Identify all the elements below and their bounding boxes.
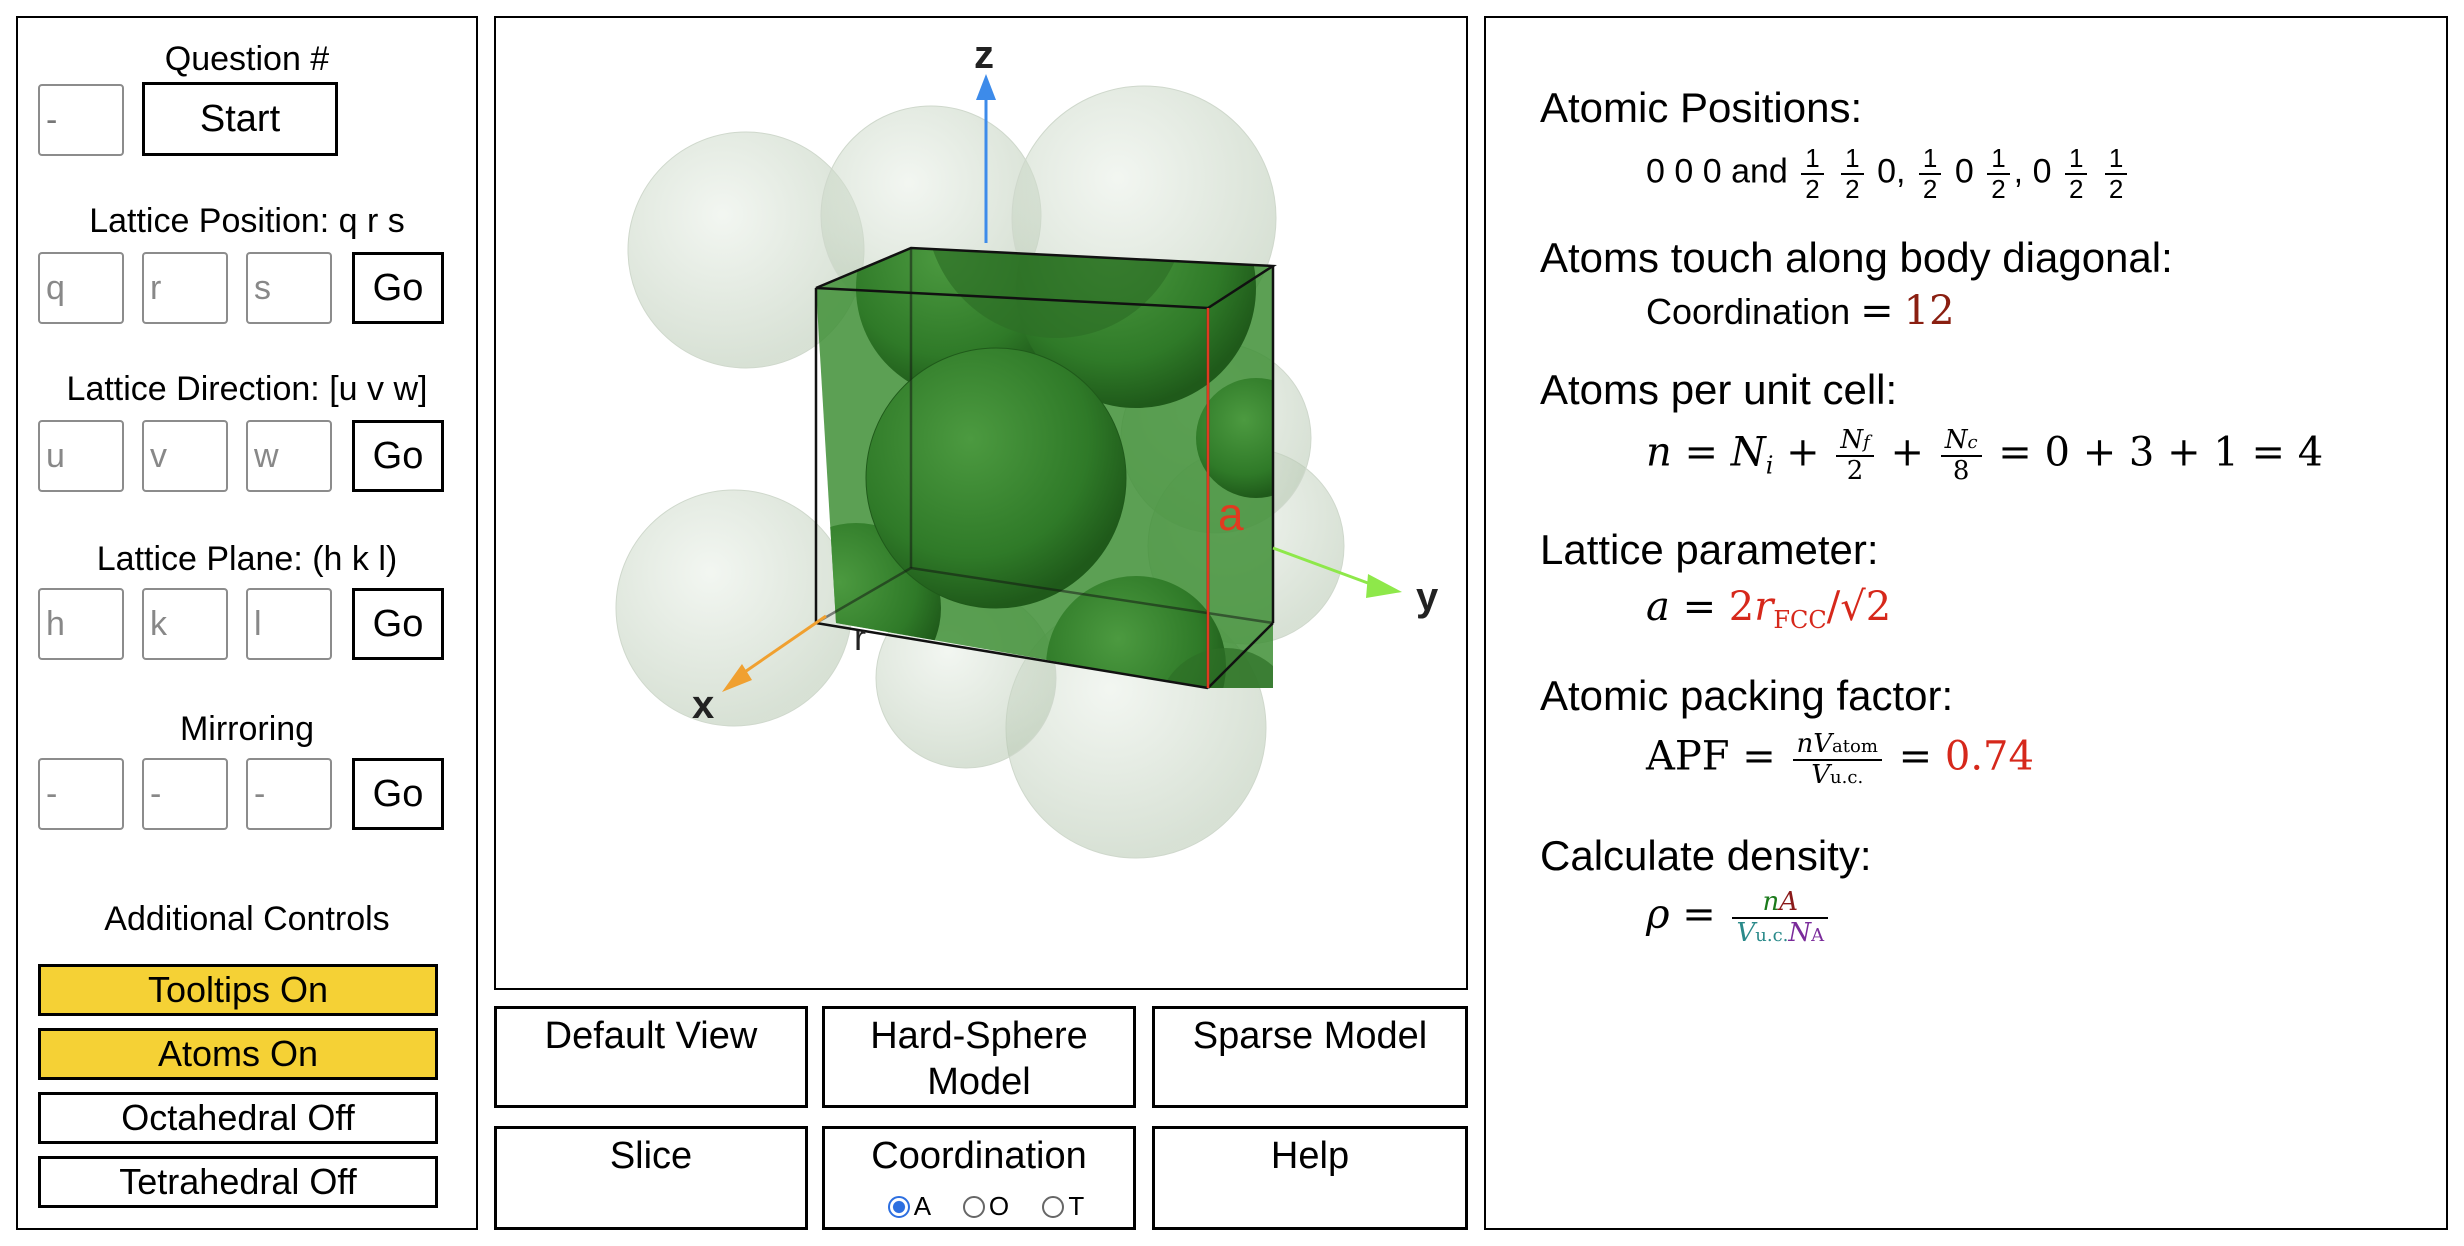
atoms-touch-title: Atoms touch along body diagonal:	[1540, 234, 2173, 281]
apf-equation: APF = nVatom Vu.c. = 0.74	[1646, 729, 2034, 790]
frac-nc-over-8: Nc 8	[1940, 426, 1982, 485]
frac-density: nA Vu.c.NA	[1732, 888, 1829, 947]
lattice-parameter-equation: a = 2rFCC/√2	[1646, 584, 1892, 634]
density-equation: ρ = nA Vu.c.NA	[1646, 888, 1832, 947]
lattice-direction-label: Lattice Direction: [u v w]	[66, 370, 428, 408]
atomic-positions-title: Atomic Positions:	[1540, 84, 1863, 131]
radio-atoms[interactable]	[887, 1196, 910, 1218]
atoms-toggle[interactable]: Atoms On	[38, 1028, 438, 1080]
octahedral-toggle[interactable]: Octahedral Off	[38, 1092, 438, 1144]
position-go-button[interactable]: Go	[352, 252, 444, 324]
x-axis-line	[735, 614, 827, 680]
hard-sphere-label-line1: Hard-Sphere	[870, 1015, 1088, 1057]
radio-octahedral[interactable]	[962, 1196, 985, 1218]
plane-l-input[interactable]	[246, 588, 332, 660]
atoms-per-cell-equation: n = Ni + Nf 2 + Nc 8 = 0 + 3 + 1 = 4	[1646, 425, 2324, 486]
mirror-1-input[interactable]	[38, 758, 124, 830]
z-axis-label: z	[974, 33, 994, 77]
frac-nf-over-2: Nf 2	[1836, 426, 1874, 485]
direction-v-input[interactable]	[142, 420, 228, 492]
question-label: Question #	[164, 40, 330, 78]
coordination-number: 12	[1903, 288, 1955, 334]
direction-w-input[interactable]	[246, 420, 332, 492]
radio-a-label: A	[913, 1191, 930, 1221]
coordination-radio-group: A O T	[825, 1183, 1133, 1229]
mirroring-go-button[interactable]: Go	[352, 758, 444, 830]
radius-label: r	[854, 617, 866, 658]
direction-go-button[interactable]: Go	[352, 420, 444, 492]
direction-u-input[interactable]	[38, 420, 124, 492]
coordination-label: Coordination	[871, 1135, 1087, 1177]
lattice-parameter-label: a	[1218, 488, 1244, 540]
unit-cell-3d-viewer[interactable]: z y x a r	[494, 16, 1468, 990]
help-button[interactable]: Help	[1152, 1126, 1468, 1230]
position-s-input[interactable]	[246, 252, 332, 324]
tetrahedral-toggle[interactable]: Tetrahedral Off	[38, 1156, 438, 1208]
coordination-text: Coordination	[1646, 291, 1851, 332]
plane-k-input[interactable]	[142, 588, 228, 660]
question-number-input[interactable]	[38, 84, 124, 156]
position-q-input[interactable]	[38, 252, 124, 324]
position-r-input[interactable]	[142, 252, 228, 324]
z-axis-arrow	[976, 74, 996, 100]
y-axis-line	[1272, 546, 1377, 588]
atoms-per-cell-title: Atoms per unit cell:	[1540, 366, 1898, 413]
sparse-model-button[interactable]: Sparse Model	[1152, 1006, 1468, 1108]
x-axis-arrow	[722, 664, 752, 692]
hard-sphere-label-line2: Model	[927, 1061, 1031, 1103]
apf-title: Atomic packing factor:	[1540, 672, 1954, 719]
lattice-plane-label: Lattice Plane: (h k l)	[96, 540, 398, 578]
atoms-per-cell-result: = 0 + 3 + 1 = 4	[1998, 429, 2324, 476]
additional-controls-label: Additional Controls	[104, 900, 390, 938]
control-panel: Question # Start Lattice Position: q r s…	[16, 16, 478, 1230]
frac-apf: nVatom Vu.c.	[1792, 730, 1882, 789]
apf-value: 0.74	[1944, 733, 2034, 780]
slice-button[interactable]: Slice	[494, 1126, 808, 1230]
density-title: Calculate density:	[1540, 832, 1872, 879]
radio-t-label: T	[1068, 1191, 1085, 1221]
positions-prefix: 0 0 0 and	[1646, 152, 1788, 191]
lattice-parameter-title: Lattice parameter:	[1540, 526, 1879, 573]
plane-h-input[interactable]	[38, 588, 124, 660]
hard-sphere-model-button[interactable]: Hard-Sphere Model	[822, 1006, 1136, 1108]
tooltips-toggle[interactable]: Tooltips On	[38, 964, 438, 1016]
mirror-2-input[interactable]	[142, 758, 228, 830]
radio-tetrahedral[interactable]	[1042, 1196, 1065, 1218]
lattice-position-label: Lattice Position: q r s	[89, 202, 405, 240]
coordination-line: Coordination = 12	[1646, 288, 1955, 334]
fcc-unit-cell-render[interactable]: z y x a r	[496, 18, 1466, 988]
mirror-3-input[interactable]	[246, 758, 332, 830]
solid-atoms	[816, 248, 1273, 688]
x-axis-label: x	[692, 683, 714, 727]
plane-go-button[interactable]: Go	[352, 588, 444, 660]
mirroring-label: Mirroring	[179, 710, 315, 748]
default-view-button[interactable]: Default View	[494, 1006, 808, 1108]
start-button[interactable]: Start	[142, 82, 338, 156]
y-axis-label: y	[1416, 575, 1439, 619]
y-axis-arrow	[1366, 574, 1402, 598]
radio-o-label: O	[988, 1191, 1010, 1221]
coordination-button[interactable]: Coordination A O T	[822, 1126, 1136, 1230]
